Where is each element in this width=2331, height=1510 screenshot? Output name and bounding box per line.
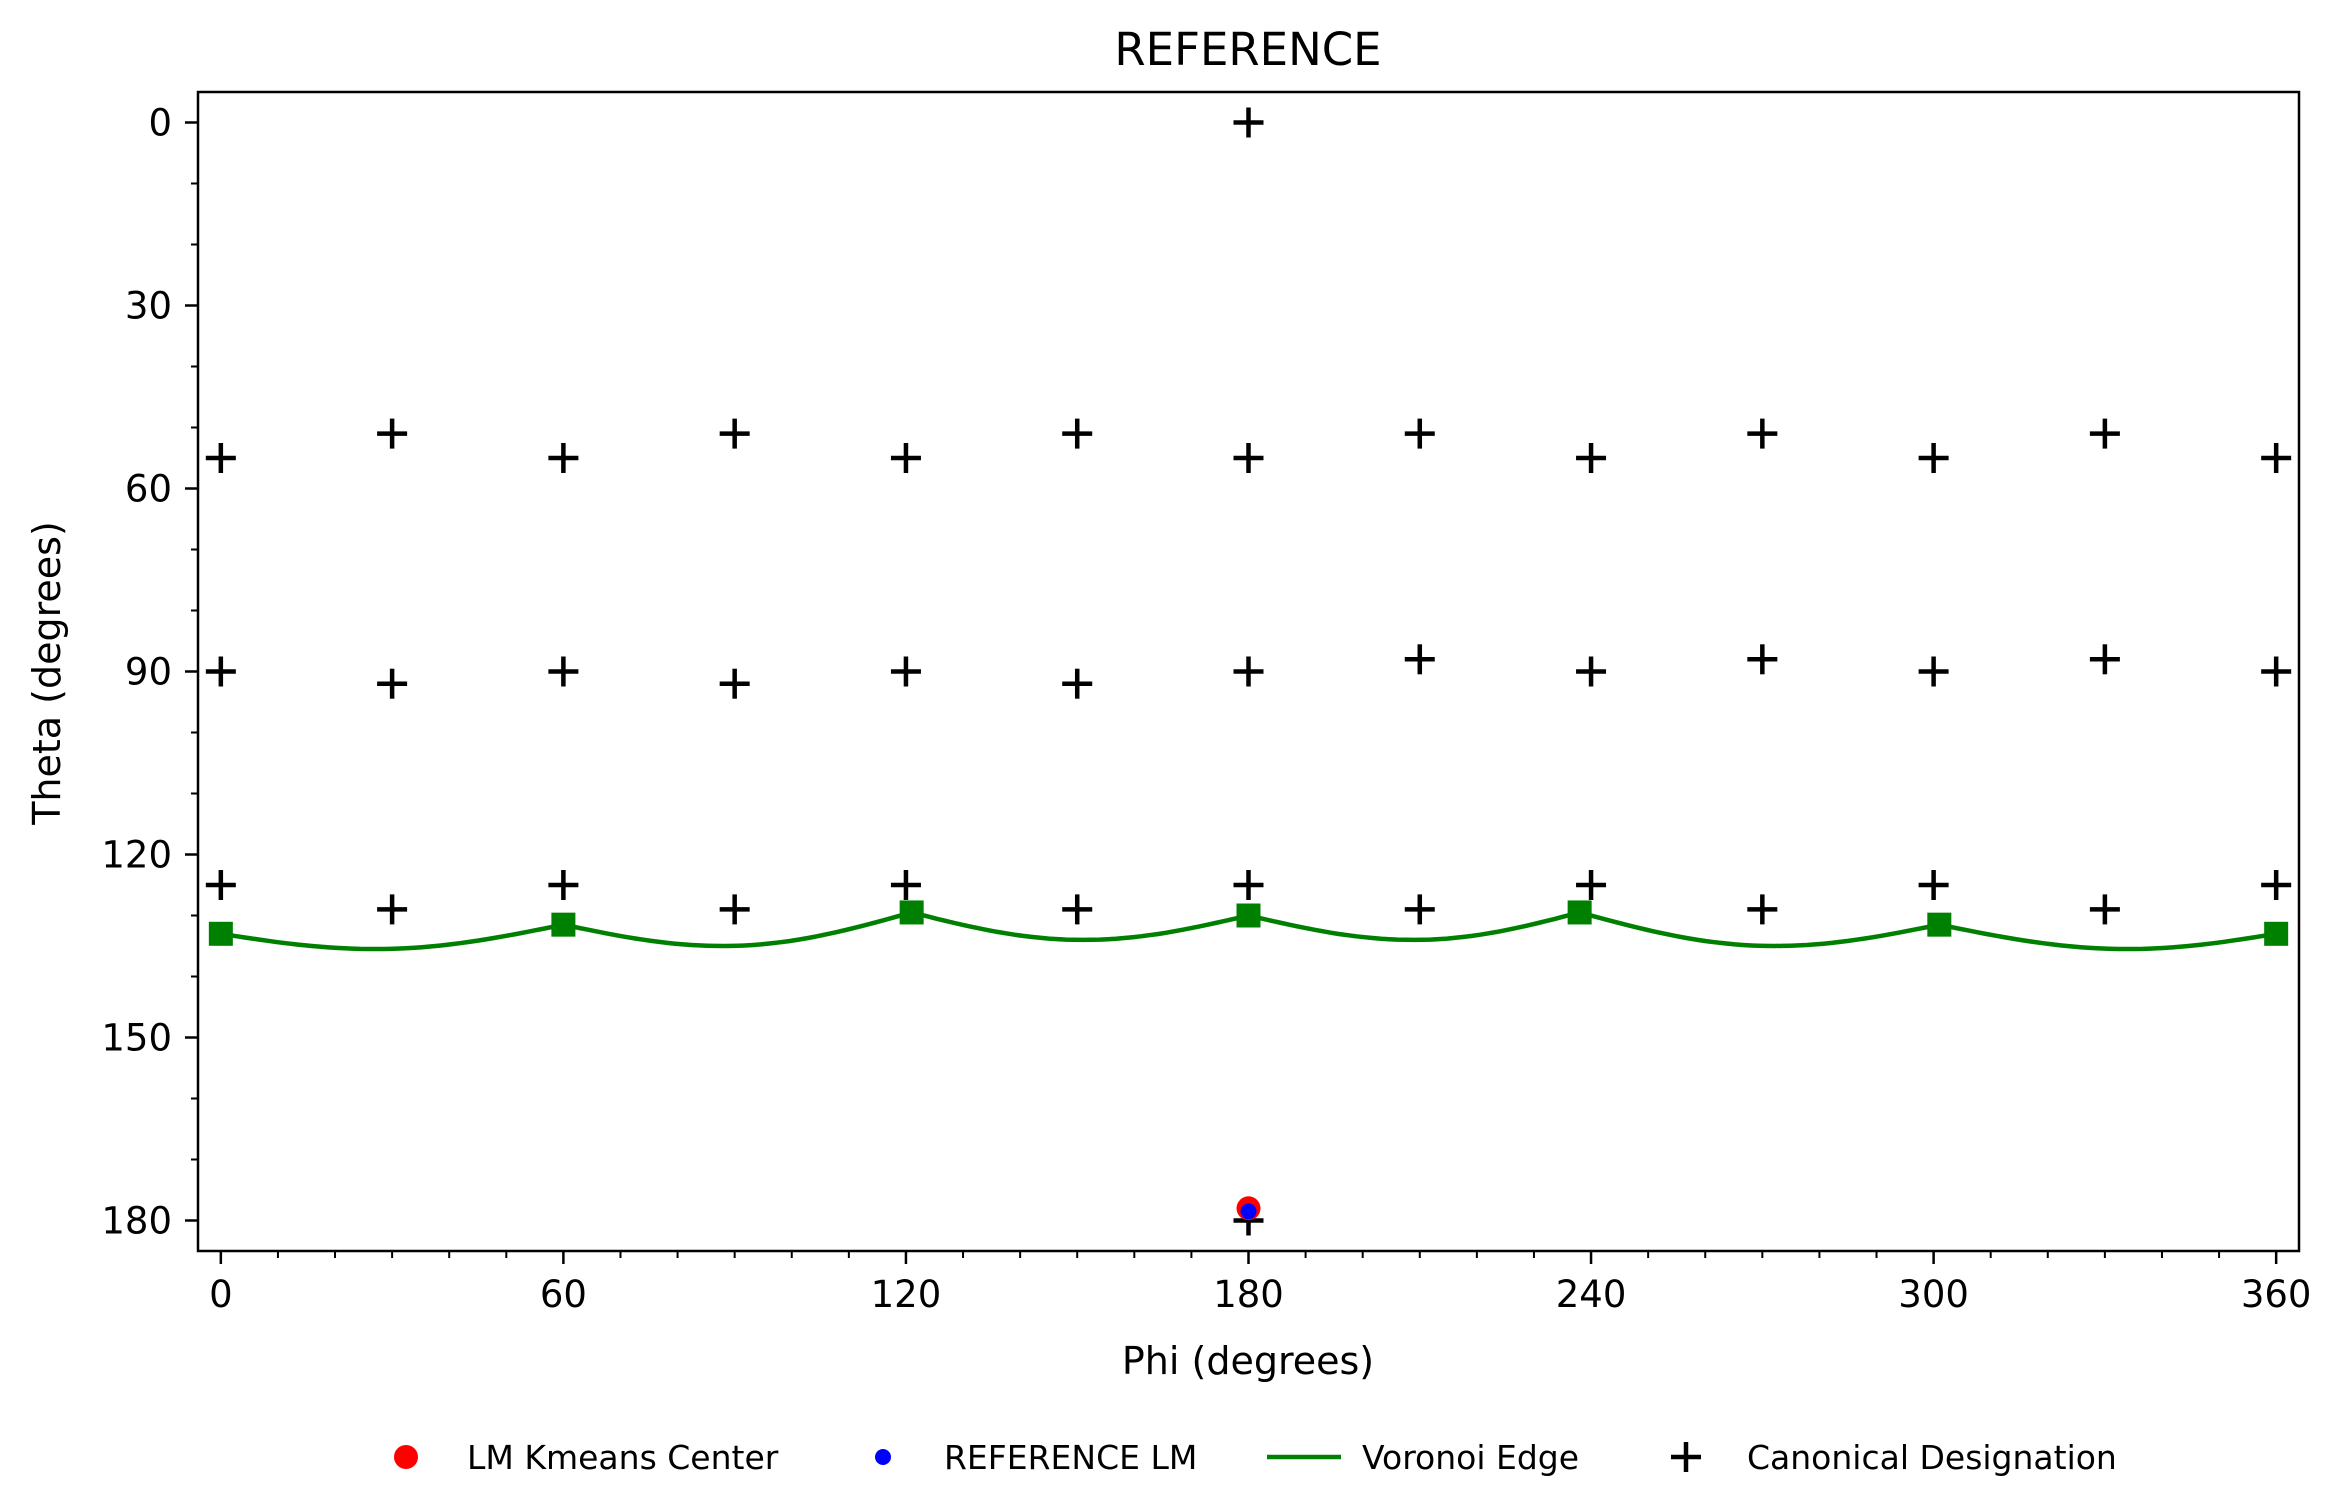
canonical-designation-marker — [548, 443, 579, 473]
canonical-designation-marker — [1404, 644, 1435, 675]
canonical-designation-marker — [719, 894, 750, 925]
canonical-designation-marker — [1233, 656, 1264, 687]
voronoi-vertex — [2264, 921, 2289, 946]
x-tick-label: 60 — [540, 1273, 587, 1316]
canonical-designation-marker — [1404, 894, 1435, 925]
chart-title: REFERENCE — [1114, 23, 1381, 76]
legend-label: Canonical Designation — [1747, 1438, 2117, 1477]
canonical-designation-marker — [548, 870, 579, 900]
canonical-designation-marker — [2261, 656, 2292, 687]
y-tick-label: 0 — [148, 102, 172, 145]
canonical-designation-marker — [1404, 418, 1435, 449]
canonical-designation-marker — [1918, 870, 1949, 900]
voronoi-vertex — [899, 900, 924, 925]
legend-item: Canonical Designation — [1671, 1438, 2117, 1477]
canonical-designation-marker — [1233, 443, 1264, 473]
voronoi-edge-arc — [1578, 910, 1940, 949]
canonical-designation-marker — [205, 443, 236, 473]
canonical-designation-marker — [377, 894, 408, 925]
x-tick-label: 0 — [209, 1273, 233, 1316]
legend-kmeans-swatch — [394, 1445, 418, 1469]
legend-item: REFERENCE LM — [875, 1438, 1197, 1477]
y-tick-label: 180 — [101, 1200, 172, 1243]
canonical-designation-marker — [1576, 443, 1607, 473]
y-tick-label: 150 — [101, 1017, 172, 1060]
canonical-designation-marker — [1233, 107, 1264, 138]
canonical-designation-marker — [890, 443, 921, 473]
canonical-designation-marker — [890, 870, 921, 900]
canonical-designation-marker — [1062, 894, 1093, 925]
legend-reference-swatch — [875, 1449, 891, 1465]
canonical-designation-marker — [1233, 870, 1264, 900]
canonical-designation-marker — [377, 418, 408, 449]
x-tick-label: 360 — [2241, 1273, 2312, 1316]
canonical-designation-marker — [719, 668, 750, 699]
axes: 0 60 120 180 240 300 360 0 30 60 90 120 150 180 — [101, 90, 2312, 1316]
voronoi-edge-arc — [1247, 910, 1581, 943]
canonical-designation-marker — [548, 656, 579, 687]
canonical-designation-marker — [205, 656, 236, 687]
x-axis-label: Phi (degrees) — [1122, 1339, 1374, 1383]
voronoi-vertex — [1567, 900, 1592, 925]
x-tick-label: 300 — [1898, 1273, 1969, 1316]
y-tick-label: 60 — [125, 468, 172, 511]
canonical-designation-marker — [1062, 668, 1093, 699]
x-tick-label: 120 — [871, 1273, 942, 1316]
canonical-designation-marker — [1918, 443, 1949, 473]
canonical-designation-marker — [1576, 656, 1607, 687]
y-tick-label: 90 — [125, 651, 172, 694]
voronoi-vertex — [208, 921, 233, 946]
voronoi-vertex — [551, 912, 576, 937]
y-tick-label: 30 — [125, 285, 172, 328]
legend-label: LM Kmeans Center — [467, 1438, 779, 1477]
canonical-designation-marker — [2089, 894, 2120, 925]
canonical-designation-marker — [1576, 870, 1607, 900]
canonical-designation-marker — [377, 668, 408, 699]
y-tick-label: 120 — [101, 834, 172, 877]
voronoi-edge-arc — [562, 910, 913, 949]
legend-item: Voronoi Edge — [1267, 1438, 1579, 1477]
canonical-designation-marker — [1747, 894, 1778, 925]
voronoi-vertex — [1927, 912, 1952, 937]
voronoi-edge-arc — [911, 910, 1250, 943]
canonical-designation-marker — [719, 418, 750, 449]
x-tick-label: 240 — [1556, 1273, 1627, 1316]
y-axis-label: Theta (degrees) — [25, 521, 69, 826]
legend-item: LM Kmeans Center — [394, 1438, 779, 1477]
voronoi-edge-arc — [220, 922, 564, 952]
legend: LM Kmeans Center REFERENCE LM Voronoi Edge… — [394, 1438, 2117, 1477]
canonical-designation-marker — [1747, 644, 1778, 675]
canonical-designation-marker — [2089, 418, 2120, 449]
canonical-designation-marker — [2261, 870, 2292, 900]
legend-label: Voronoi Edge — [1362, 1438, 1579, 1477]
legend-label: REFERENCE LM — [944, 1438, 1197, 1477]
canonical-designation-marker — [890, 656, 921, 687]
plot-area — [205, 107, 2292, 1236]
reference-lm-marker — [1240, 1203, 1257, 1220]
x-tick-label: 180 — [1213, 1273, 1284, 1316]
canonical-designation-marker — [2261, 443, 2292, 473]
canonical-designation-marker — [1918, 656, 1949, 687]
legend-canonical-swatch — [1671, 1442, 1701, 1472]
voronoi-vertex — [1236, 903, 1261, 928]
canonical-designation-marker — [1747, 418, 1778, 449]
canonical-designation-marker — [205, 870, 236, 900]
canonical-designation-marker — [2089, 644, 2120, 675]
voronoi-edge-arc — [1938, 922, 2277, 952]
canonical-designation-marker — [1062, 418, 1093, 449]
